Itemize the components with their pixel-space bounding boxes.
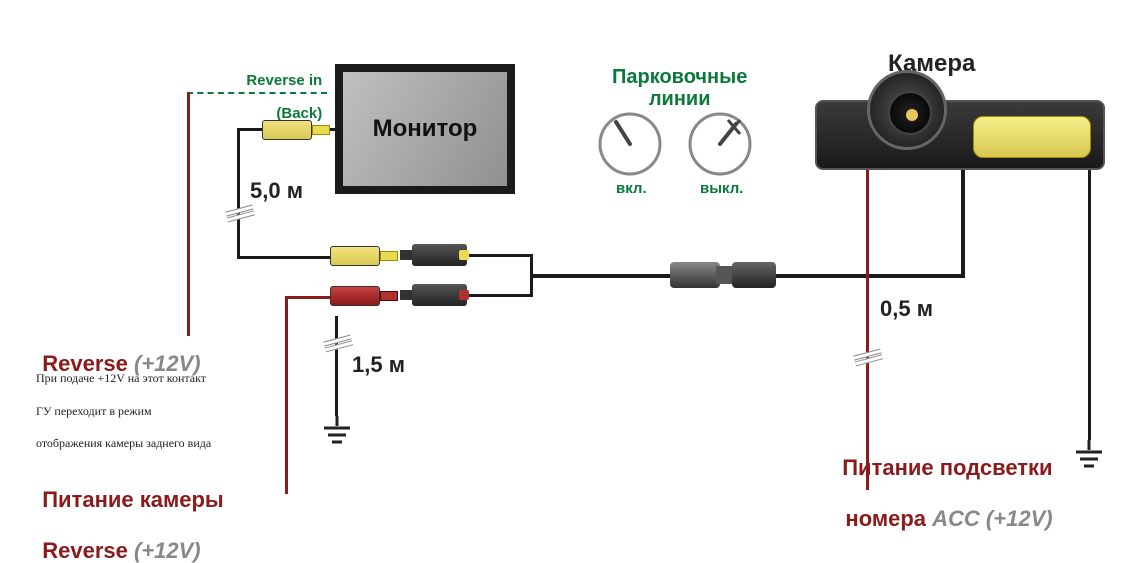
rca-yellow-mid	[330, 246, 398, 266]
dial-on-icon	[598, 112, 662, 176]
length-1-5m: 1,5 м	[352, 352, 405, 378]
wire-light-ground-v	[1088, 170, 1091, 440]
light-power-label: Питание подсветки номера ACC (+12V)	[830, 430, 1053, 531]
light-power-line2: номера	[845, 506, 926, 531]
dial-off-label: выкл.	[700, 180, 743, 197]
camera-body	[815, 100, 1105, 170]
rca-jack-red	[412, 284, 467, 306]
camera-power-suffix: (+12V)	[128, 538, 201, 563]
wire-camera-ground-h	[335, 316, 338, 416]
wire-camera-power-h	[285, 296, 330, 299]
note-line-2: ГУ переходит в режим	[36, 404, 152, 418]
reverse-back-text: (Back)	[276, 105, 322, 122]
dial-off-icon	[688, 112, 752, 176]
break-mark-3	[852, 345, 884, 370]
rca-jack-yellow	[412, 244, 467, 266]
light-power-line1: Питание подсветки	[842, 455, 1052, 480]
reverse-in-text: Reverse in	[246, 72, 322, 89]
wire-mid-merge1	[467, 254, 532, 257]
wire-mid-merge2	[467, 294, 532, 297]
note-line-1: При подаче +12V на этот контакт	[36, 371, 206, 385]
wire-reverse-vertical	[187, 92, 190, 336]
ground-light-icon	[1074, 440, 1104, 472]
light-power-suffix: ACC (+12V)	[926, 506, 1053, 531]
camera-plate	[973, 116, 1091, 158]
camera-power-line2: Reverse	[42, 538, 128, 563]
wire-barrel-to-cam-v	[961, 170, 965, 278]
break-mark-2	[322, 331, 354, 356]
length-0-5m: 0,5 м	[880, 296, 933, 322]
reverse-in-dashed	[187, 92, 327, 94]
ground-camera-power-icon	[322, 416, 352, 448]
break-mark-1	[224, 201, 256, 226]
dial-on-label: вкл.	[616, 180, 647, 197]
wire-mid-to-barrel	[530, 274, 670, 278]
monitor-label: Монитор	[373, 115, 478, 143]
wire-camera-power-v	[285, 296, 288, 494]
rca-yellow-monitor	[262, 120, 330, 140]
length-5m: 5,0 м	[250, 178, 303, 204]
barrel-connector	[670, 258, 775, 292]
camera-lens-mount	[867, 70, 947, 150]
camera-power-line1: Питание камеры	[42, 487, 224, 512]
parking-lines-title: Парковочные линии	[612, 66, 747, 110]
wire-video-monitor-v	[237, 128, 240, 258]
wire-video-monitor-h2	[237, 256, 330, 259]
monitor: Монитор	[335, 64, 515, 194]
wire-barrel-to-cam-h	[775, 274, 965, 278]
note-line-3: отображения камеры заднего вида	[36, 436, 211, 450]
camera-power-label: Питание камеры Reverse (+12V)	[30, 462, 224, 563]
rca-red-mid	[330, 286, 398, 306]
reverse-note: При подаче +12V на этот контакт ГУ перех…	[30, 354, 211, 451]
reverse-in-label: Reverse in (Back)	[238, 56, 322, 122]
camera-lens-inner	[888, 91, 932, 135]
